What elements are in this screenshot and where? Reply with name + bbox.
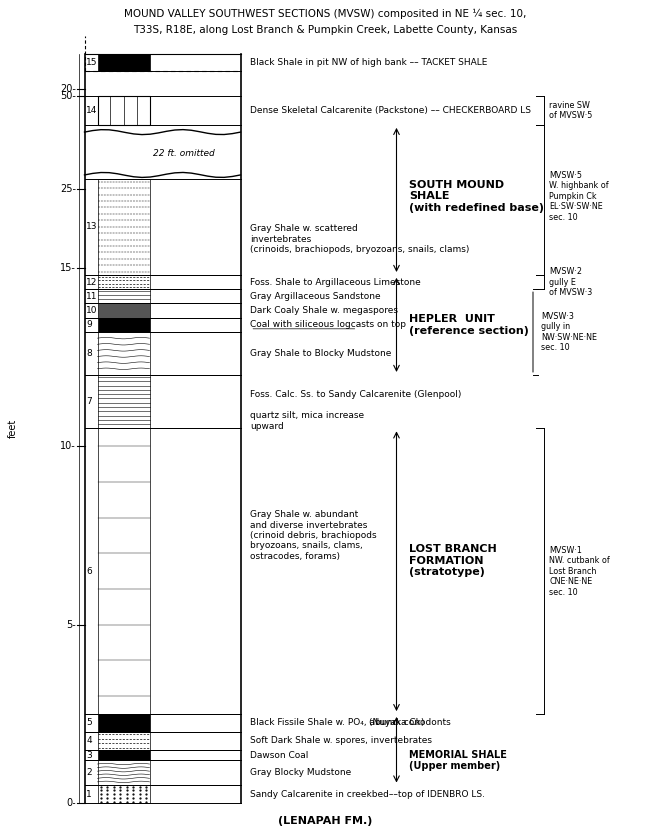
Text: Gray Shale w. abundant
and diverse invertebrates
(crinoid debris, brachiopods
br: Gray Shale w. abundant and diverse inver… [250, 510, 377, 560]
Text: Dense Skeletal Calcarenite (Packstone) –– CHECKERBOARD LS: Dense Skeletal Calcarenite (Packstone) –… [250, 107, 531, 115]
Text: T33S, R18E, along Lost Branch & Pumpkin Creek, Labette County, Kansas: T33S, R18E, along Lost Branch & Pumpkin … [133, 25, 517, 35]
Text: 8: 8 [86, 349, 92, 358]
Text: Soft Dark Shale w. spores, invertebrates: Soft Dark Shale w. spores, invertebrates [250, 737, 432, 745]
Text: 1: 1 [86, 789, 92, 799]
Text: 10: 10 [86, 306, 98, 315]
Text: 11: 11 [86, 292, 98, 301]
Text: 10-: 10- [60, 441, 76, 451]
Bar [98, 750, 150, 760]
Bar [98, 714, 150, 732]
Bar [98, 375, 150, 429]
Text: MVSW·5
W. highbank of
Pumpkin Ck
EL·SW·SW·NE
sec. 10: MVSW·5 W. highbank of Pumpkin Ck EL·SW·S… [549, 171, 609, 221]
Text: HEPLER  UNIT
(reference section): HEPLER UNIT (reference section) [410, 314, 529, 336]
Text: MVSW·2
gully E
of MVSW·3: MVSW·2 gully E of MVSW·3 [549, 267, 593, 297]
Bar [98, 332, 150, 375]
Bar [98, 732, 150, 750]
Bar [98, 275, 150, 289]
Text: feet: feet [8, 419, 18, 438]
Text: Gray Shale w. scattered
invertebrates
(crinoids, brachiopods, bryozoans, snails,: Gray Shale w. scattered invertebrates (c… [250, 224, 469, 254]
Text: 20-: 20- [60, 84, 76, 94]
Bar [98, 54, 150, 71]
Text: (Nuyaka Ck): (Nuyaka Ck) [369, 718, 424, 727]
Text: Gray Argillaceous Sandstone: Gray Argillaceous Sandstone [250, 292, 381, 301]
Text: 15: 15 [86, 58, 98, 67]
Text: 7: 7 [86, 397, 92, 406]
Text: 9: 9 [86, 320, 92, 330]
Text: 22 ft. omitted: 22 ft. omitted [153, 149, 215, 158]
Text: 2: 2 [86, 769, 92, 778]
Text: MOUND VALLEY SOUTHWEST SECTIONS (MVSW) composited in NE ¼ sec. 10,: MOUND VALLEY SOUTHWEST SECTIONS (MVSW) c… [124, 9, 526, 19]
Text: Gray Blocky Mudstone: Gray Blocky Mudstone [250, 769, 352, 778]
Text: 5: 5 [86, 718, 92, 727]
Text: 6: 6 [86, 566, 92, 576]
Text: Gray Shale to Blocky Mudstone: Gray Shale to Blocky Mudstone [250, 349, 391, 358]
Text: ravine SW
of MVSW·5: ravine SW of MVSW·5 [549, 101, 593, 120]
Bar [98, 289, 150, 304]
Text: 50-: 50- [60, 91, 76, 102]
Text: Black Shale in pit NW of high bank –– TACKET SHALE: Black Shale in pit NW of high bank –– TA… [250, 58, 488, 67]
Text: 0-: 0- [66, 798, 76, 808]
Text: MVSW·3
gully in
NW·SW·NE·NE
sec. 10: MVSW·3 gully in NW·SW·NE·NE sec. 10 [541, 312, 597, 352]
Text: (LENAPAH FM.): (LENAPAH FM.) [278, 816, 372, 826]
Bar [98, 429, 150, 714]
Text: 15-: 15- [60, 263, 76, 273]
Text: Coal with siliceous logcasts on top: Coal with siliceous logcasts on top [250, 320, 406, 330]
Text: 3: 3 [86, 751, 92, 759]
Bar [98, 318, 150, 332]
Text: Foss. Shale to Argillaceous Limestone: Foss. Shale to Argillaceous Limestone [250, 278, 421, 287]
Text: 4: 4 [86, 737, 92, 745]
Text: Dawson Coal: Dawson Coal [250, 751, 309, 759]
Bar [98, 179, 150, 275]
Text: SOUTH MOUND
SHALE
(with redefined base): SOUTH MOUND SHALE (with redefined base) [410, 180, 545, 213]
Text: MEMORIAL SHALE
(Upper member): MEMORIAL SHALE (Upper member) [410, 750, 508, 771]
Text: Dark Coaly Shale w. megaspores: Dark Coaly Shale w. megaspores [250, 306, 398, 315]
Text: 12: 12 [86, 278, 98, 287]
Text: Black Fissile Shale w. PO₄, abund. conodonts: Black Fissile Shale w. PO₄, abund. conod… [250, 718, 451, 727]
Text: LOST BRANCH
FORMATION
(stratotype): LOST BRANCH FORMATION (stratotype) [410, 544, 497, 577]
Bar [98, 96, 150, 125]
Bar [98, 785, 150, 803]
Text: 14: 14 [86, 107, 98, 115]
Text: Foss. Calc. Ss. to Sandy Calcarenite (Glenpool)

quartz silt, mica increase
upwa: Foss. Calc. Ss. to Sandy Calcarenite (Gl… [250, 390, 462, 430]
Text: Sandy Calcarenite in creekbed––top of IDENBRO LS.: Sandy Calcarenite in creekbed––top of ID… [250, 789, 486, 799]
Text: 5-: 5- [66, 620, 76, 630]
Bar [98, 760, 150, 785]
Text: 25-: 25- [60, 185, 76, 194]
Bar [98, 304, 150, 318]
Text: MVSW·1
NW. cutbank of
Lost Branch
CNE·NE·NE
sec. 10: MVSW·1 NW. cutbank of Lost Branch CNE·NE… [549, 546, 610, 597]
Text: 13: 13 [86, 222, 98, 232]
